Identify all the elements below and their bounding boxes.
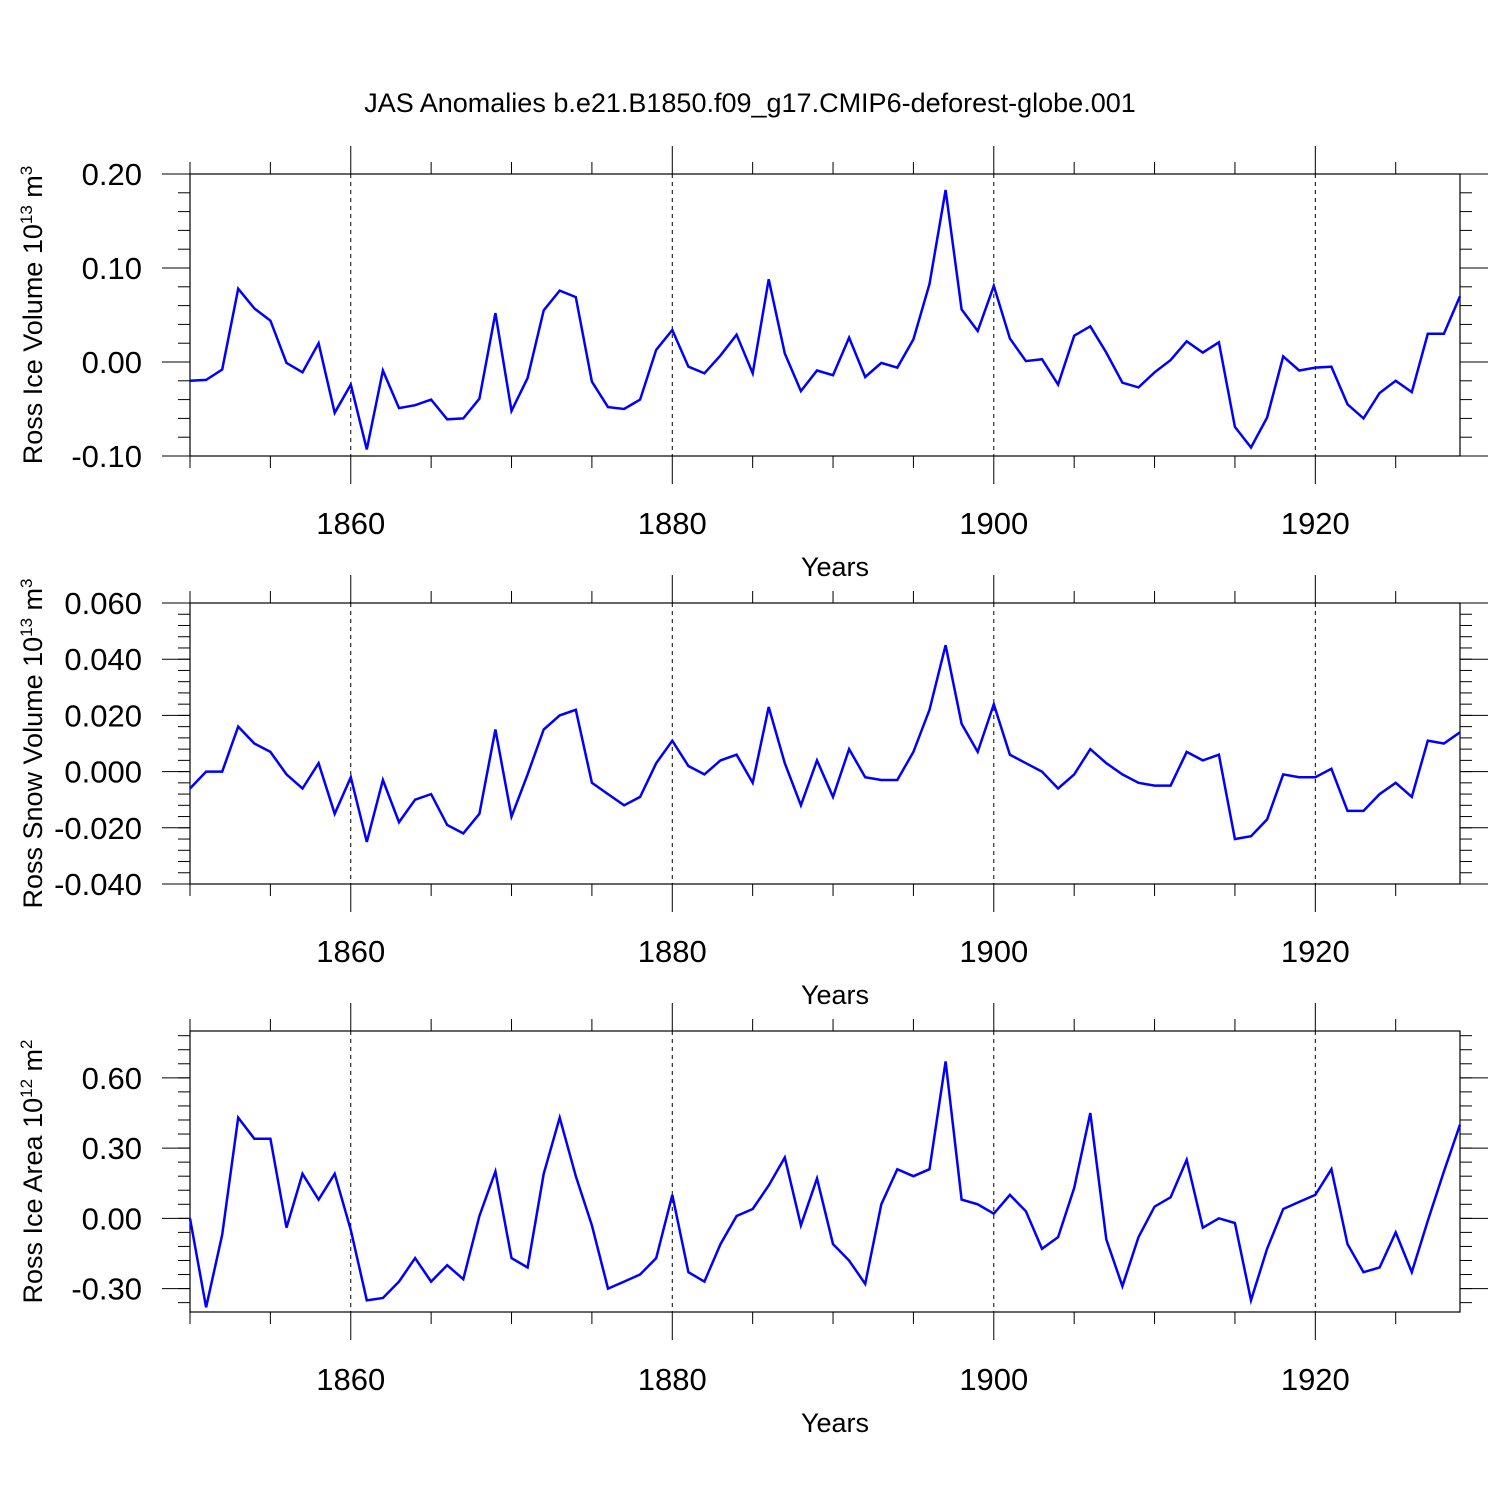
y-tick-label: 0.060	[64, 586, 142, 621]
y-tick-label: 0.00	[82, 1201, 142, 1236]
x-tick-label: 1920	[1281, 506, 1350, 541]
plot-frame	[189, 1030, 1461, 1313]
panel-2: -0.040 -0.020 0.000 0.020 0.040 0.060 1860 1880…	[17, 575, 1488, 1010]
series-line	[188, 1061, 1462, 1308]
x-tick-label: 1880	[638, 1362, 707, 1397]
plot-frame	[189, 173, 1461, 457]
y-axis-label: Ross Snow Volume 1013 m3	[17, 578, 48, 908]
panel-3: -0.30 0.00 0.30 0.60 1860 1880 1900 1920 Years Ro…	[17, 1003, 1488, 1438]
x-tick-label: 1880	[638, 506, 707, 541]
y-tick-label: 0.20	[82, 157, 142, 192]
y-tick-label: 0.020	[64, 698, 142, 733]
y-tick-label: 0.00	[82, 345, 142, 380]
y-tick-label: 0.30	[82, 1131, 142, 1166]
x-tick-label: 1860	[316, 934, 385, 969]
y-tick-label: -0.30	[71, 1272, 142, 1307]
y-axis-label: Ross Ice Volume 1013 m3	[17, 166, 48, 465]
x-tick-label: 1880	[638, 934, 707, 969]
series-line	[189, 644, 1461, 843]
x-axis-label: Years	[801, 980, 869, 1010]
series-line	[189, 189, 1462, 450]
panel-1: -0.10 0.00 0.10 0.20 1860 1880 1900 1920 Years Ro…	[17, 146, 1488, 582]
y-tick-label: 0.10	[82, 251, 142, 286]
x-tick-label: 1860	[316, 1362, 385, 1397]
plot-frame	[189, 602, 1461, 885]
y-tick-label: -0.020	[54, 811, 142, 846]
x-axis-label: Years	[801, 552, 869, 582]
y-tick-label: 0.040	[64, 642, 142, 677]
x-tick-label: 1900	[959, 506, 1028, 541]
y-tick-label: -0.10	[71, 439, 142, 474]
y-axis-label: Ross Ice Area 1012 m2	[17, 1039, 48, 1303]
x-axis-label: Years	[801, 1408, 869, 1438]
x-tick-label: 1920	[1281, 1362, 1350, 1397]
x-tick-label: 1900	[959, 934, 1028, 969]
y-tick-label: -0.040	[54, 867, 142, 902]
y-tick-label: 0.000	[64, 755, 142, 790]
panels: -0.10 0.00 0.10 0.20 1860 1880 1900 1920 Years Ro…	[17, 146, 1488, 1438]
x-tick-label: 1920	[1281, 934, 1350, 969]
x-tick-label: 1860	[316, 506, 385, 541]
chart-title: JAS Anomalies b.e21.B1850.f09_g17.CMIP6-…	[364, 88, 1136, 118]
x-tick-label: 1900	[959, 1362, 1028, 1397]
y-tick-label: 0.60	[82, 1061, 142, 1096]
